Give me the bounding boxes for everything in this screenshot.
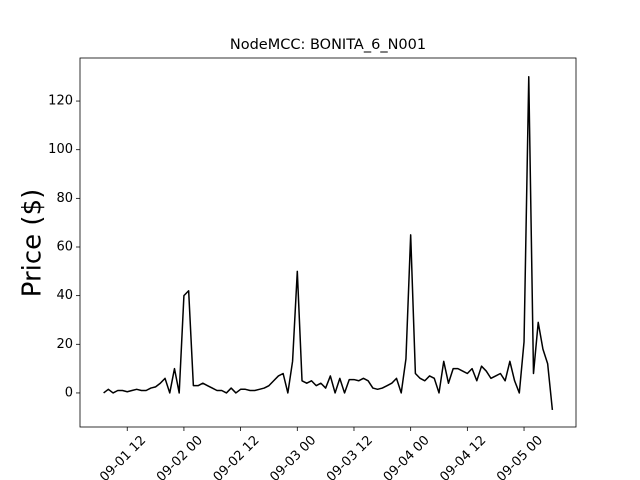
plot-frame [79,57,577,428]
y-tick-label: 40 [56,288,73,303]
y-tick-label: 100 [48,142,73,157]
y-tick-label: 80 [56,191,73,206]
y-axis-label: Price ($) [18,189,48,298]
y-tick-label: 60 [56,240,73,255]
data-line [103,75,554,411]
chart-title: NodeMCC: BONITA_6_N001 [230,37,426,53]
y-tick-label: 120 [48,94,73,109]
y-tick-label: 0 [65,385,73,400]
y-tick-label: 20 [56,337,73,352]
